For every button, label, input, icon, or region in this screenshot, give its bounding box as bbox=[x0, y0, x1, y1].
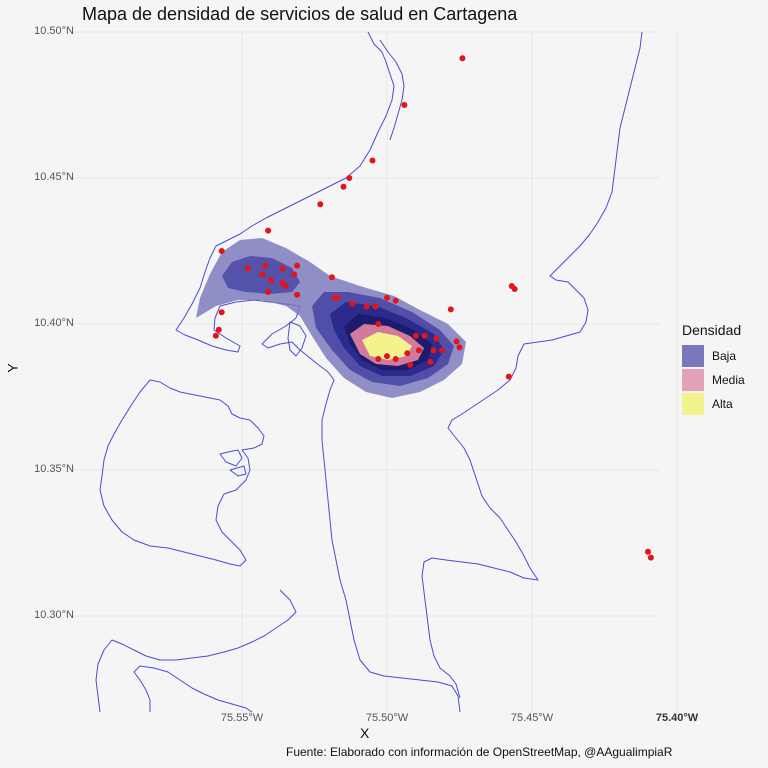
legend-label-alta: Alta bbox=[712, 397, 733, 411]
health-service-point bbox=[427, 359, 434, 365]
health-service-point bbox=[392, 356, 399, 362]
health-service-point bbox=[282, 283, 289, 289]
coastline-west-shore bbox=[175, 245, 301, 353]
health-service-point bbox=[218, 248, 225, 254]
x-axis-label: X bbox=[360, 725, 370, 741]
health-service-point bbox=[212, 332, 219, 339]
health-service-point bbox=[456, 344, 463, 351]
density-contours bbox=[196, 238, 466, 398]
health-service-point bbox=[259, 271, 266, 278]
legend: Densidad Baja Media Alta bbox=[682, 322, 745, 416]
coastline-bay-inner bbox=[261, 305, 461, 713]
health-service-point bbox=[244, 265, 251, 272]
x-tick-label: 75.40°W bbox=[655, 712, 699, 724]
health-service-point bbox=[340, 183, 347, 190]
y-tick-label: 10.50°N bbox=[34, 25, 74, 37]
health-service-point bbox=[215, 326, 222, 333]
health-service-point bbox=[407, 361, 414, 368]
coastline-isla-baru bbox=[95, 589, 297, 713]
health-service-point bbox=[392, 297, 399, 304]
y-tick-label: 10.35°N bbox=[34, 463, 74, 475]
coastline-cienaga bbox=[379, 39, 405, 141]
health-service-point bbox=[439, 347, 446, 354]
legend-swatch-baja bbox=[682, 345, 704, 367]
health-service-point bbox=[375, 356, 382, 362]
x-tick-label: 75.55°W bbox=[220, 712, 264, 724]
health-service-point bbox=[328, 274, 335, 281]
legend-swatch-media bbox=[682, 369, 704, 391]
graticule-grid bbox=[72, 31, 678, 712]
health-service-point bbox=[447, 306, 454, 313]
y-axis-label: Y bbox=[4, 363, 21, 373]
coastline bbox=[95, 31, 643, 713]
health-service-point bbox=[404, 350, 411, 357]
health-service-point bbox=[415, 347, 422, 354]
health-service-point bbox=[384, 294, 390, 301]
health-service-point bbox=[294, 262, 301, 269]
health-service-point bbox=[262, 262, 269, 269]
health-service-point bbox=[294, 291, 301, 298]
health-service-point bbox=[505, 373, 512, 380]
coastline-mangroves bbox=[219, 449, 247, 477]
health-service-point bbox=[265, 227, 272, 234]
legend-label-baja: Baja bbox=[712, 349, 737, 363]
legend-title: Densidad bbox=[682, 322, 742, 338]
coastline-tierrabomba bbox=[99, 379, 265, 567]
health-service-point bbox=[363, 303, 370, 310]
health-service-point bbox=[279, 265, 286, 272]
health-service-points bbox=[212, 55, 654, 561]
coastline-manga bbox=[287, 321, 307, 357]
health-service-point bbox=[421, 332, 428, 339]
health-service-point bbox=[645, 548, 651, 555]
health-service-point bbox=[511, 286, 518, 292]
legend-item-media: Media bbox=[682, 368, 745, 392]
legend-item-alta: Alta bbox=[682, 392, 745, 416]
health-service-point bbox=[459, 55, 466, 62]
health-service-point bbox=[647, 554, 654, 561]
legend-label-media: Media bbox=[712, 373, 745, 387]
health-service-point bbox=[317, 201, 324, 208]
y-tick-label: 10.45°N bbox=[34, 171, 74, 183]
y-tick-label: 10.40°N bbox=[34, 317, 74, 329]
y-tick-label: 10.30°N bbox=[34, 609, 74, 621]
health-service-point bbox=[346, 175, 353, 181]
map-title: Mapa de densidad de servicios de salud e… bbox=[82, 4, 518, 24]
coastline-north bbox=[215, 31, 395, 247]
health-service-point bbox=[453, 338, 460, 345]
health-service-point bbox=[218, 309, 225, 316]
legend-item-baja: Baja bbox=[682, 344, 745, 368]
x-tick-label: 75.45°W bbox=[510, 712, 554, 724]
source-caption: Fuente: Elaborado con información de Ope… bbox=[286, 745, 673, 759]
health-service-point bbox=[401, 102, 408, 108]
health-service-point bbox=[291, 271, 298, 278]
coastline-east-land bbox=[421, 31, 643, 699]
health-service-point bbox=[413, 332, 419, 339]
health-service-point bbox=[372, 303, 379, 310]
health-service-point bbox=[430, 347, 437, 354]
health-service-point bbox=[375, 321, 382, 327]
x-tick-label: 75.50°W bbox=[365, 712, 409, 724]
legend-swatch-alta bbox=[682, 393, 704, 415]
health-service-point bbox=[433, 335, 440, 342]
health-service-point bbox=[349, 300, 356, 307]
health-service-point bbox=[384, 353, 390, 360]
health-service-point bbox=[369, 157, 376, 164]
health-service-point bbox=[265, 288, 272, 295]
health-service-point bbox=[334, 294, 341, 301]
density-band-high bbox=[362, 332, 412, 360]
health-service-point bbox=[268, 277, 274, 284]
